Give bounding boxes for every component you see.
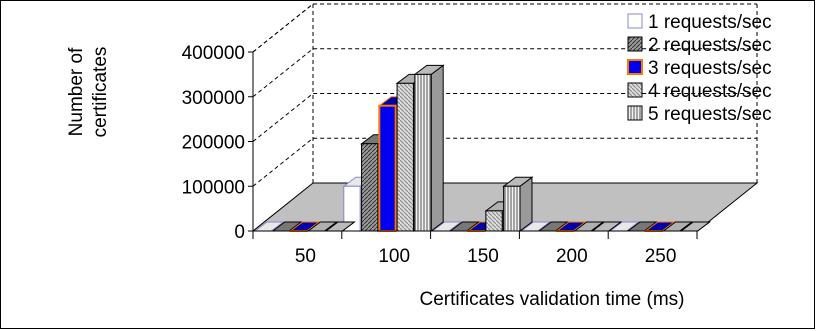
x-axis-title: Certificates validation time (ms) (419, 289, 684, 310)
legend-label: 1 requests/sec (648, 12, 772, 33)
bar-front-face (361, 143, 379, 232)
legend-label: 4 requests/sec (648, 81, 772, 102)
legend-swatch (627, 82, 643, 98)
y-tick-label: 300000 (182, 88, 245, 109)
gridlines (252, 3, 757, 187)
y-tick-label: 100000 (182, 177, 245, 198)
bar-front-face (378, 104, 397, 232)
legend-swatch (627, 36, 643, 52)
bar-front-face (414, 73, 432, 232)
bar-front-face (503, 185, 521, 232)
y-tick-label: 400000 (182, 43, 245, 64)
legend-swatch (627, 105, 643, 121)
legend-label: 5 requests/sec (648, 104, 772, 125)
x-tick-label: 50 (295, 246, 316, 267)
legend-item: 2 requests/sec (627, 35, 772, 56)
y-axis: 0 100000 200000 300000 400000 (182, 43, 254, 243)
legend-item: 1 requests/sec (627, 12, 772, 33)
x-tick-label: 100 (378, 246, 410, 267)
bar-5rps-100ms (413, 64, 445, 232)
legend-swatch (627, 13, 643, 29)
gridline (252, 3, 757, 53)
gridline (252, 93, 757, 142)
gridline (252, 137, 757, 187)
bar-5rps-150ms (502, 176, 534, 232)
y-tick-label: 0 (234, 222, 245, 243)
x-axis: 50 100 150 200 250 (252, 230, 698, 267)
legend-swatch (627, 59, 643, 75)
x-tick-label: 150 (467, 246, 499, 267)
gridline (252, 48, 757, 98)
legend-label: 2 requests/sec (648, 35, 772, 56)
bar-side-face (430, 64, 444, 232)
legend-label: 3 requests/sec (648, 58, 772, 79)
y-axis-title-line-1: Number of (66, 47, 87, 136)
legend-item: 3 requests/sec (627, 58, 772, 79)
x-tick-label: 200 (556, 246, 588, 267)
bar-front-face (396, 82, 414, 232)
y-axis-title-line-2: certificates (90, 47, 111, 138)
bar-front-face (485, 210, 503, 232)
legend-item: 4 requests/sec (627, 81, 772, 102)
legend-item: 5 requests/sec (627, 104, 772, 125)
y-tick-label: 200000 (182, 133, 245, 154)
x-tick-label: 250 (645, 246, 677, 267)
